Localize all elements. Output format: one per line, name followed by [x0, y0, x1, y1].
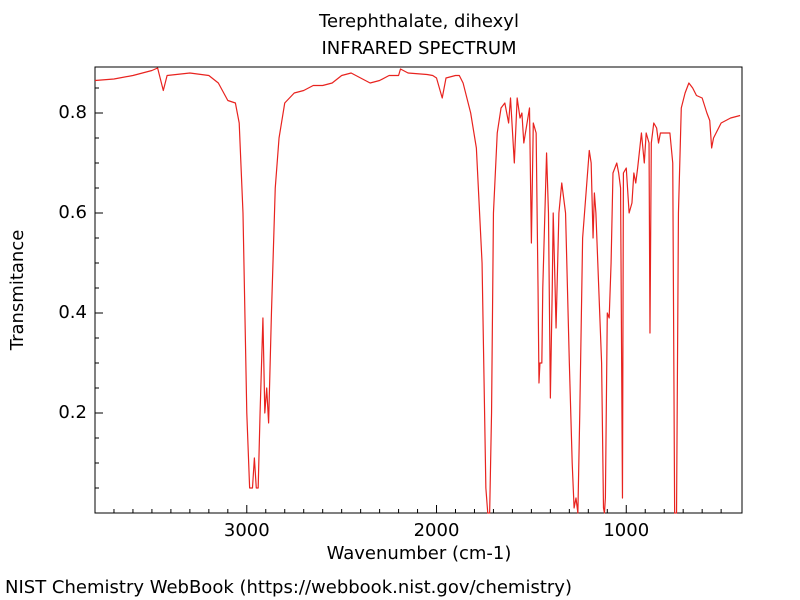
y-tick-label: 0.8 [58, 102, 87, 123]
plot-frame [94, 66, 743, 514]
y-tick-label: 0.2 [58, 402, 87, 423]
y-tick-label: 0.4 [58, 302, 87, 323]
x-tick-label: 3000 [224, 520, 270, 541]
x-axis-label: Wavenumber (cm-1) [327, 543, 512, 564]
x-tick-label: 2000 [414, 520, 460, 541]
chart-title: Terephthalate, dihexyl [318, 11, 519, 32]
y-tick-label: 0.6 [58, 202, 87, 223]
chart-subtitle: INFRARED SPECTRUM [321, 38, 516, 59]
credit: NIST Chemistry WebBook (https://webbook.… [5, 577, 572, 598]
x-tick-label: 1000 [603, 520, 649, 541]
y-axis-label: Transmitance [7, 230, 28, 352]
spectrum-line [94, 67, 741, 514]
